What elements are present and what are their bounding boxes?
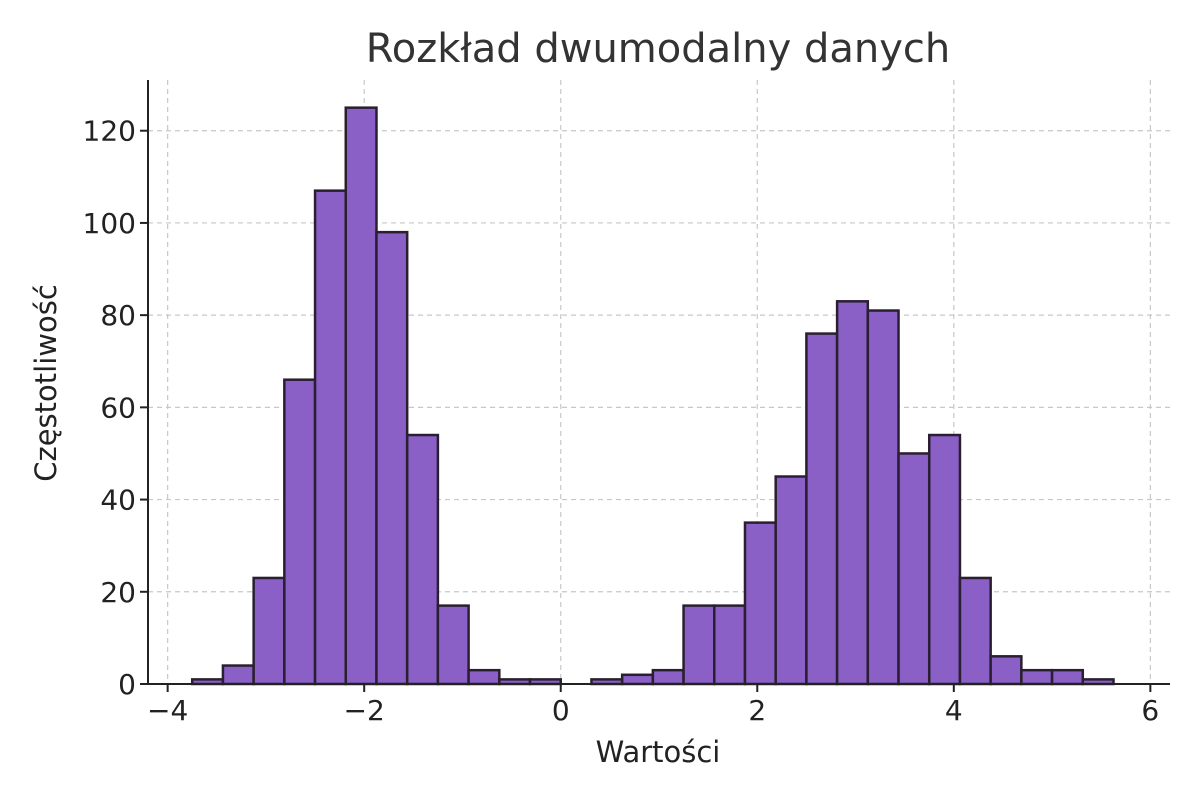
histogram-bar bbox=[805, 332, 839, 686]
histogram-bar bbox=[620, 673, 655, 686]
histogram-bar bbox=[713, 604, 747, 686]
histogram-bar bbox=[1050, 668, 1085, 686]
histogram-bar bbox=[774, 475, 808, 686]
chart-title: Rozkład dwumodalny danych bbox=[366, 26, 951, 72]
histogram-bar bbox=[344, 106, 378, 686]
histogram-bar bbox=[958, 576, 992, 686]
histogram-bar bbox=[989, 655, 1023, 686]
y-tick-label: 60 bbox=[100, 391, 136, 424]
x-tick-label: 4 bbox=[945, 694, 963, 727]
y-tick-label: 80 bbox=[100, 299, 136, 332]
histogram-bar bbox=[835, 300, 870, 686]
y-axis-ticks: 0 20 40 60 80 100 120 bbox=[83, 115, 148, 701]
histogram-bar bbox=[313, 189, 348, 686]
histogram-bar bbox=[651, 668, 685, 686]
histogram-bar bbox=[897, 452, 931, 686]
histogram-bar bbox=[467, 668, 501, 686]
y-tick-label: 40 bbox=[100, 484, 136, 517]
x-tick-label: 6 bbox=[1141, 694, 1159, 727]
y-tick-label: 0 bbox=[118, 668, 136, 701]
histogram-bars bbox=[190, 106, 1115, 686]
y-axis-label: Częstotliwość bbox=[29, 284, 63, 482]
x-axis-label: Wartości bbox=[596, 735, 721, 769]
histogram-bar bbox=[252, 576, 286, 686]
y-tick-label: 20 bbox=[100, 576, 136, 609]
y-tick-label: 100 bbox=[83, 207, 136, 240]
y-tick-label: 120 bbox=[83, 115, 136, 148]
x-tick-label: −4 bbox=[147, 694, 188, 727]
histogram-bar bbox=[405, 433, 440, 686]
histogram-bar bbox=[436, 604, 470, 686]
histogram-bar bbox=[927, 433, 962, 686]
histogram-bar bbox=[682, 604, 716, 686]
x-tick-label: −2 bbox=[344, 694, 385, 727]
histogram-bar bbox=[221, 664, 255, 686]
histogram-bar bbox=[1020, 668, 1054, 686]
histogram-bar bbox=[375, 230, 409, 686]
x-tick-label: 2 bbox=[748, 694, 766, 727]
histogram-bar bbox=[743, 521, 777, 686]
x-axis-ticks: −4 −2 0 2 4 6 bbox=[147, 684, 1159, 727]
histogram-bar bbox=[283, 378, 317, 686]
x-tick-label: 0 bbox=[552, 694, 570, 727]
histogram-bar bbox=[866, 309, 900, 686]
